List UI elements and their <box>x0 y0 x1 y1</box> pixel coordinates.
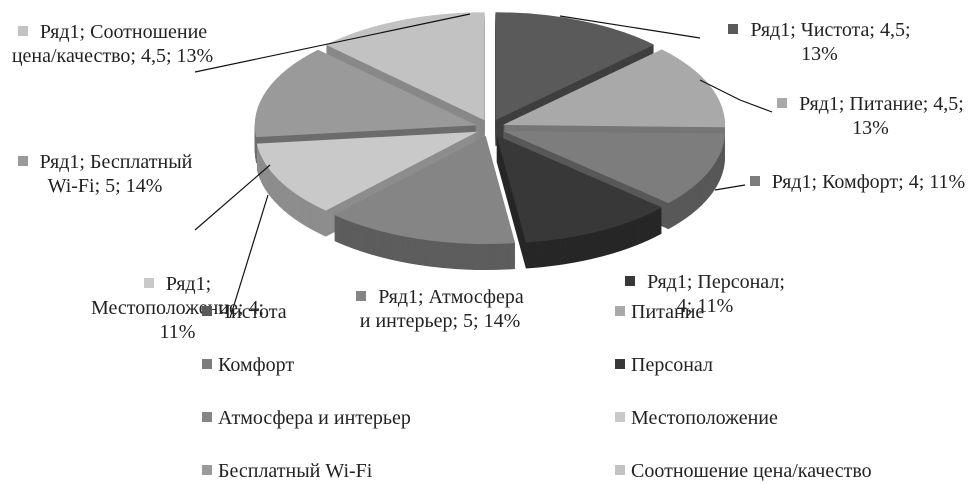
slice <box>503 131 725 204</box>
leader-line <box>714 184 746 191</box>
label-text: Ряд1; Местоположение; 4; 11% <box>91 273 264 343</box>
legend-marker <box>615 359 625 369</box>
leader-line <box>559 15 701 39</box>
legend-marker <box>615 412 625 422</box>
label-marker <box>728 24 739 34</box>
label-marker <box>17 26 28 36</box>
slice <box>325 12 485 121</box>
leader-lines <box>194 13 773 319</box>
legend-item: Чистота <box>202 300 287 324</box>
leader-line <box>229 194 269 319</box>
label-text: Ряд1; Персонал; 4; 11% <box>647 271 785 317</box>
legend-item: Питание <box>615 300 704 324</box>
slice <box>496 135 662 243</box>
legend-text: Бесплатный Wi-Fi <box>218 460 373 482</box>
legend-text: Соотношение цена/качество <box>631 460 872 482</box>
data-label: Ряд1; Комфорт; 4; 11% <box>745 170 970 194</box>
legend-marker <box>615 306 625 316</box>
label-text: Ряд1; Питание; 4,5; 13% <box>799 93 964 139</box>
label-text: Ряд1; Атмосфера и интерьер; 5; 14% <box>359 286 524 332</box>
label-marker <box>17 156 28 166</box>
legend-marker <box>202 465 212 475</box>
legend-marker <box>202 359 212 369</box>
legend-text: Местоположение <box>631 407 778 429</box>
legend-text: Чистота <box>218 301 287 323</box>
label-text: Ряд1; Комфорт; 4; 11% <box>771 171 966 193</box>
label-marker <box>356 291 367 301</box>
label-marker <box>625 276 636 286</box>
legend-item: Атмосфера и интерьер <box>202 406 411 430</box>
label-text: Ряд1; Чистота; 4,5; 13% <box>750 19 911 65</box>
legend-item: Комфорт <box>202 353 294 377</box>
legend-text: Персонал <box>631 354 713 376</box>
leader-line <box>194 13 471 73</box>
slice <box>503 49 726 128</box>
leader-line <box>194 164 271 231</box>
data-label: Ряд1; Чистота; 4,5; 13% <box>712 18 927 66</box>
data-label: Ряд1; Атмосфера и интерьер; 5; 14% <box>350 285 530 333</box>
data-label: Ряд1; Питание; 4,5; 13% <box>768 92 973 140</box>
pie <box>254 12 726 271</box>
legend-marker <box>615 465 625 475</box>
label-text: Ряд1; Соотношение цена/качество; 4,5; 13… <box>11 21 214 67</box>
slice <box>495 12 655 121</box>
legend-item: Местоположение <box>615 406 778 430</box>
legend-item: Соотношение цена/качество <box>615 459 872 483</box>
legend-marker <box>202 306 212 316</box>
legend-text: Комфорт <box>218 354 295 376</box>
legend-text: Атмосфера и интерьер <box>218 407 411 429</box>
label-text: Ряд1; Бесплатный Wi-Fi; 5; 14% <box>39 151 193 197</box>
label-marker <box>777 98 788 108</box>
data-label: Ряд1; Местоположение; 4; 11% <box>85 272 270 344</box>
leader-line <box>699 79 773 113</box>
legend-text: Питание <box>631 301 705 323</box>
data-label: Ряд1; Соотношение цена/качество; 4,5; 13… <box>5 20 220 68</box>
slice <box>334 136 516 245</box>
slice <box>256 131 478 211</box>
label-marker <box>749 176 760 186</box>
slice <box>254 49 477 138</box>
legend-marker <box>202 412 212 422</box>
legend-item: Бесплатный Wi-Fi <box>202 459 372 483</box>
data-label: Ряд1; Персонал; 4; 11% <box>615 270 795 318</box>
legend-item: Персонал <box>615 353 713 377</box>
data-label: Ряд1; Бесплатный Wi-Fi; 5; 14% <box>5 150 205 198</box>
label-marker <box>143 278 154 288</box>
